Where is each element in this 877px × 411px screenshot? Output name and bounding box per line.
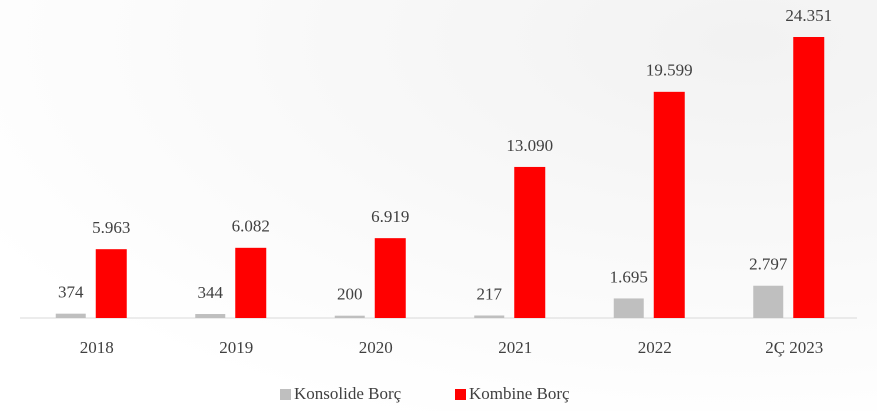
value-label: 2.797 [749,255,788,274]
bar [95,249,127,318]
legend-label: Konsolide Borç [294,384,402,403]
value-label: 1.695 [610,267,648,286]
legend-swatch [280,389,291,400]
legend-swatch [455,389,466,400]
value-label: 6.919 [371,207,409,226]
bar [334,315,365,318]
value-label: 5.963 [92,218,130,237]
x-tick-label: 2018 [80,338,114,357]
x-tick-label: 2019 [219,338,253,357]
value-label: 13.090 [506,136,553,155]
x-tick-label: 2021 [498,338,532,357]
bar [195,314,226,318]
bar [374,238,406,318]
value-label: 217 [477,284,503,303]
bar [613,298,644,318]
value-label: 19.599 [646,61,693,80]
bar [514,166,546,318]
bar [474,315,505,318]
bar [653,91,685,318]
bar [793,37,825,318]
x-tick-label: 2022 [638,338,672,357]
value-label: 200 [337,285,363,304]
bar [753,285,784,318]
bar [235,247,267,318]
x-tick-label: 2Ç 2023 [765,338,823,357]
bar [55,313,86,318]
value-label: 344 [198,283,224,302]
value-label: 374 [58,283,84,302]
value-label: 6.082 [232,217,270,236]
x-tick-label: 2020 [359,338,393,357]
value-label: 24.351 [785,6,832,25]
legend-label: Kombine Borç [469,384,570,403]
